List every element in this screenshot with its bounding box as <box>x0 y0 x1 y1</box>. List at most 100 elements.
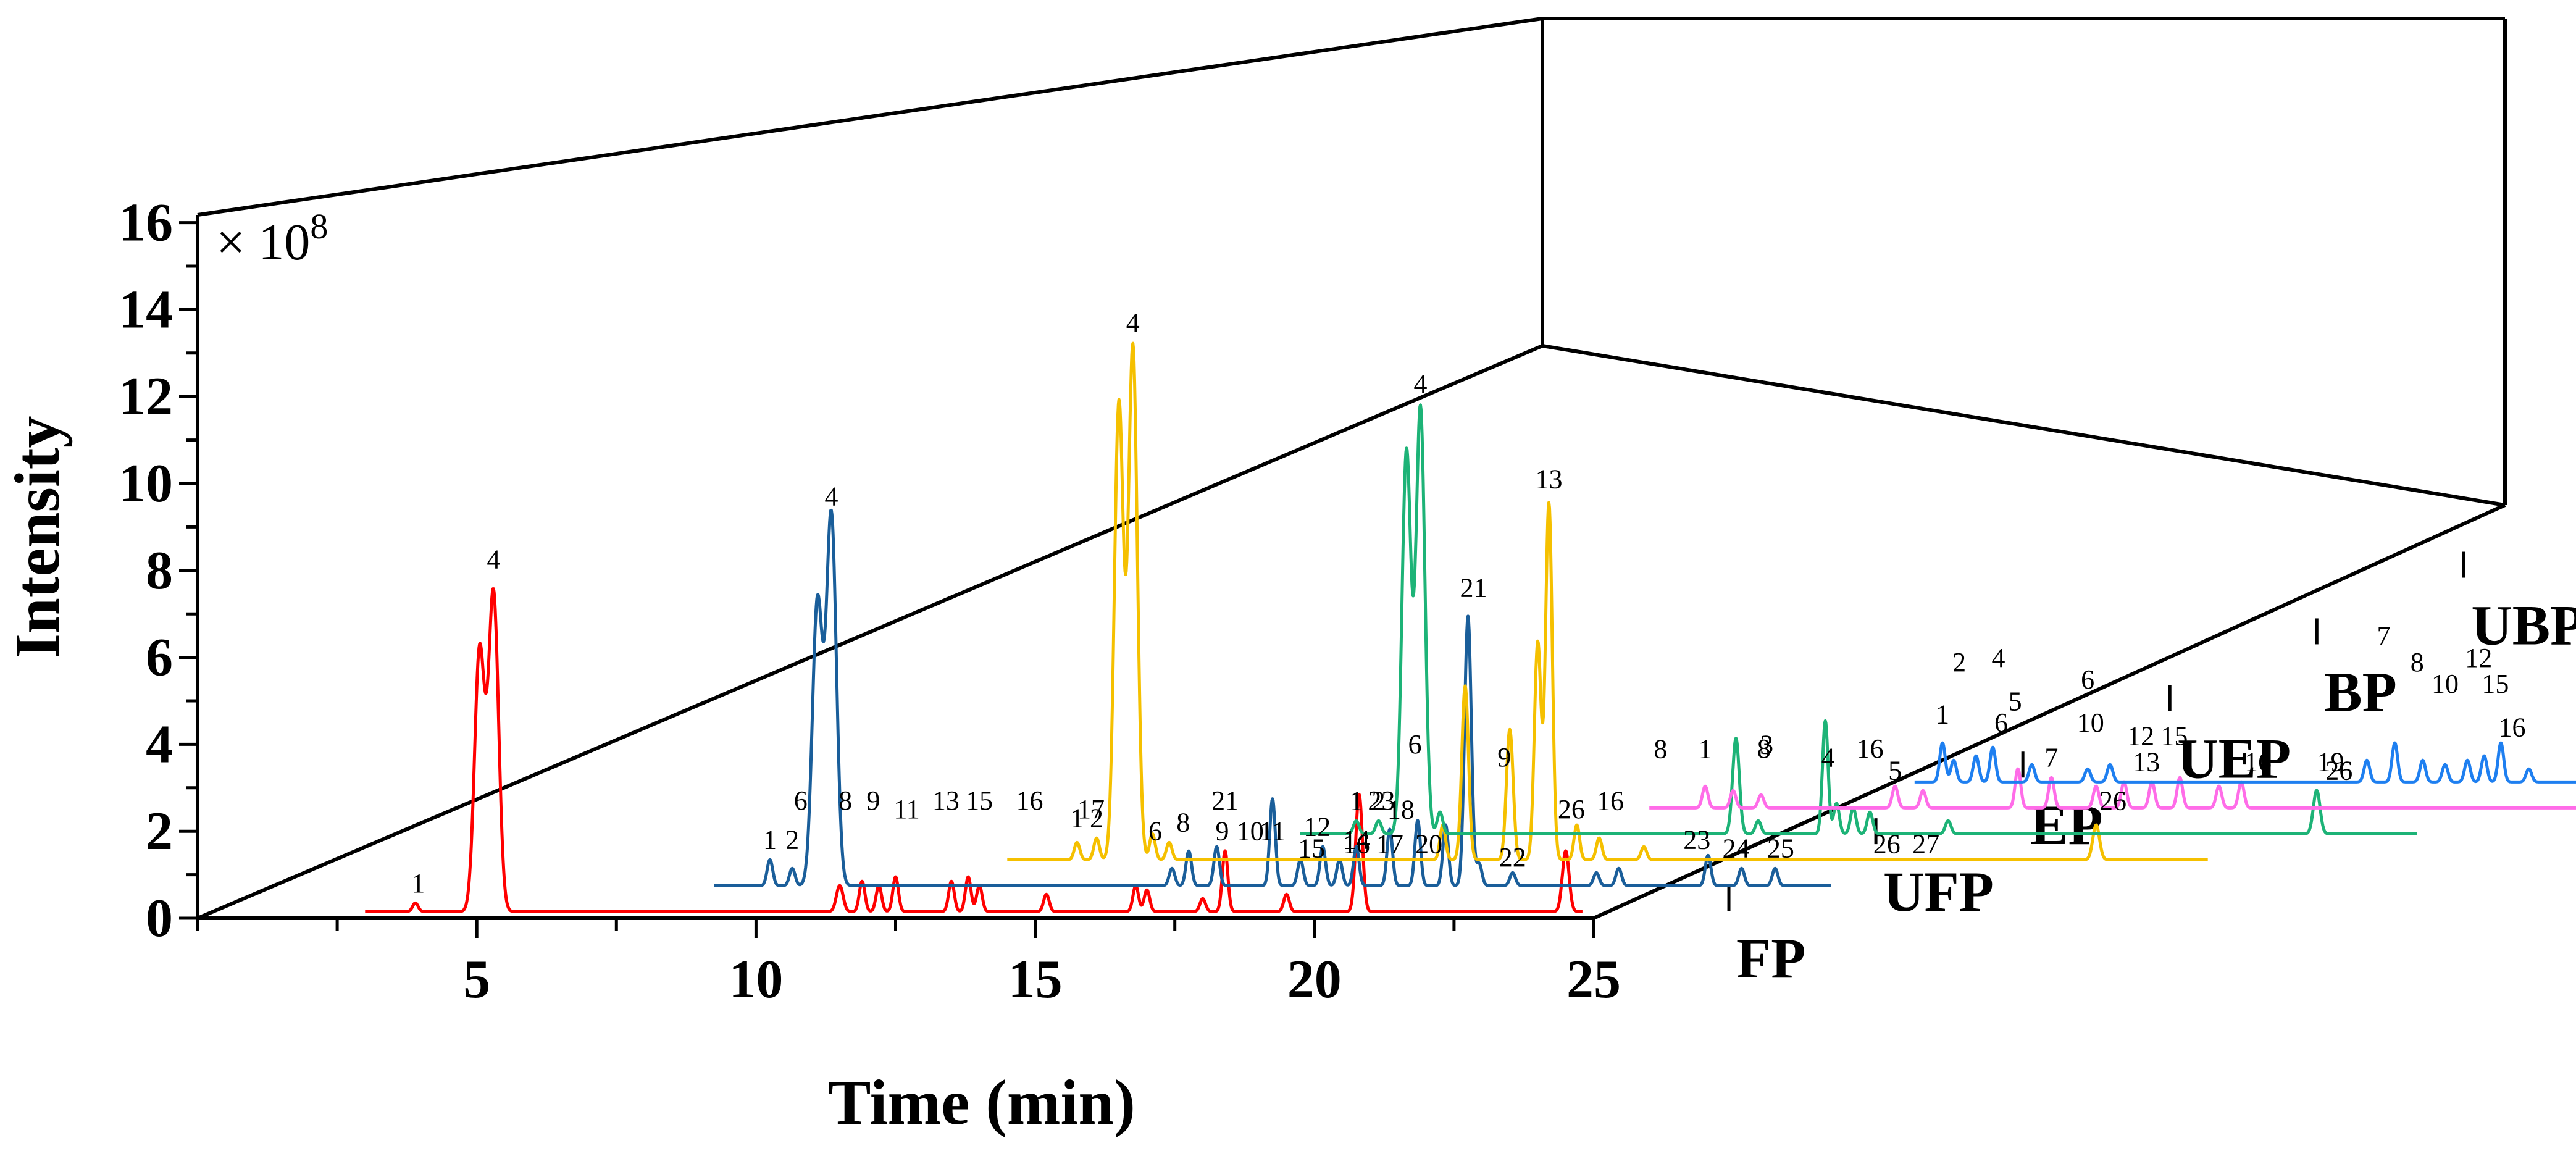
x-tick-label: 25 <box>1566 950 1621 1010</box>
peak-label: 15 <box>2482 669 2509 699</box>
peak-label: 16 <box>2244 747 2272 777</box>
x-tick-label: 15 <box>1008 950 1063 1010</box>
frame-back-floor-edge <box>1542 344 2506 507</box>
peak-label: 7 <box>2377 621 2390 651</box>
x-tick-label: 20 <box>1287 950 1342 1010</box>
y-tick-label: 4 <box>146 714 173 774</box>
y-tick-label: 8 <box>146 541 173 601</box>
peak-label: 11 <box>893 794 919 824</box>
peak-label: 9 <box>866 785 880 816</box>
y-multiplier-label: × 108 <box>216 206 328 271</box>
series-line-ufp <box>713 508 1832 887</box>
peak-label: 10 <box>1237 816 1264 847</box>
peak-label: 1 <box>1936 699 1949 729</box>
peak-label: 12 <box>2465 643 2492 673</box>
frame-top-edge <box>197 17 1543 217</box>
depth-axis-line <box>1592 503 2506 920</box>
peak-label: 12 <box>1303 811 1331 842</box>
peak-label: 14 <box>1343 825 1370 855</box>
x-tick-label: 5 <box>463 950 490 1010</box>
peak-label: 8 <box>1654 734 1667 764</box>
series-line-ubp <box>1913 741 2576 784</box>
peak-label: 10 <box>2077 708 2104 738</box>
peak-label: 5 <box>2009 686 2022 716</box>
peak-label: 23 <box>1368 785 1395 816</box>
peak-label: 4 <box>1821 743 1835 773</box>
peak-label: 3 <box>1760 729 1773 760</box>
peak-label: 22 <box>1499 842 1526 873</box>
peak-label: 20 <box>1415 829 1442 860</box>
peak-label: 13 <box>2133 747 2160 777</box>
peak-label: 26 <box>1558 794 1585 824</box>
peak-label: 10 <box>2432 669 2459 699</box>
peak-label: 4 <box>824 481 838 511</box>
peak-label: 25 <box>1767 834 1794 864</box>
frame-floor-back-edge <box>196 344 1544 920</box>
series-line-bp <box>1648 767 2576 810</box>
peak-label: 4 <box>487 544 500 574</box>
peak-label: 23 <box>1683 825 1710 855</box>
peak-label: 16 <box>1016 785 1043 816</box>
peak-label: 15 <box>966 785 993 816</box>
peak-label: 2 <box>1090 803 1103 834</box>
series-name-ufp: UFP <box>1883 860 1994 923</box>
peak-label: 6 <box>2081 664 2094 695</box>
peak-label: 27 <box>1912 829 1939 860</box>
chart-3d-frame <box>196 17 2507 920</box>
peak-label: 8 <box>2411 647 2424 677</box>
peak-label: 15 <box>1298 834 1325 864</box>
series-line-uep <box>1299 403 2419 835</box>
peak-label: 2 <box>1372 786 1386 816</box>
peak-label: 6 <box>1408 729 1421 760</box>
peak-label: 6 <box>1994 708 2008 738</box>
peak-label: 6 <box>1148 816 1162 847</box>
peak-label: 1 <box>1349 786 1363 816</box>
peak-label: 15 <box>2160 721 2188 751</box>
y-tick-label: 2 <box>146 802 173 861</box>
peak-label: 7 <box>2044 743 2058 773</box>
peak-label: 16 <box>2498 713 2525 743</box>
peak-label: 8 <box>838 785 852 816</box>
peak-label: 2 <box>1952 647 1966 677</box>
series-line-fp <box>364 587 1584 913</box>
series-line-ep <box>1006 341 2209 861</box>
peak-label: 6 <box>794 785 808 816</box>
series-name-ubp: UBP <box>2471 594 2576 657</box>
peak-label: 2 <box>785 825 799 855</box>
peak-label: 26 <box>2099 785 2126 816</box>
peak-label: 8 <box>1757 734 1771 764</box>
y-tick-label: 6 <box>146 628 173 688</box>
peak-label: 17 <box>1077 794 1105 824</box>
peak-label: 21 <box>1460 572 1487 603</box>
peak-label: 12 <box>2127 721 2154 751</box>
peak-label: 1 <box>1070 803 1084 834</box>
peak-label: 13 <box>1536 464 1563 495</box>
peak-label: 18 <box>1387 794 1415 824</box>
peak-label: 16 <box>1857 734 1884 764</box>
y-tick-label: 10 <box>119 454 173 514</box>
peak-label: 21 <box>1211 785 1239 816</box>
y-tick-label: 0 <box>146 889 173 948</box>
peak-label: 4 <box>1413 369 1427 399</box>
y-tick-label: 16 <box>119 193 173 253</box>
peak-label: 1 <box>763 825 777 855</box>
chart-series-layer <box>364 341 2576 913</box>
x-axis-label: Time (min) <box>828 1067 1135 1138</box>
peak-label: 4 <box>1991 643 2005 673</box>
series-name-bp: BP <box>2324 660 2397 723</box>
peak-label: 1 <box>1699 734 1712 764</box>
peak-label: 5 <box>1888 756 1902 786</box>
peak-label: 4 <box>1126 308 1140 338</box>
x-tick-label: 10 <box>729 950 783 1010</box>
y-tick-label: 14 <box>119 280 173 340</box>
peak-label: 16 <box>1343 829 1370 860</box>
peak-label: 17 <box>1376 829 1403 860</box>
peak-label: 8 <box>1176 807 1190 837</box>
peak-label: 9 <box>1497 742 1511 772</box>
peak-label: 1 <box>411 868 425 898</box>
y-axis-label: Intensity <box>2 416 73 659</box>
peak-label: 16 <box>1597 785 1624 816</box>
